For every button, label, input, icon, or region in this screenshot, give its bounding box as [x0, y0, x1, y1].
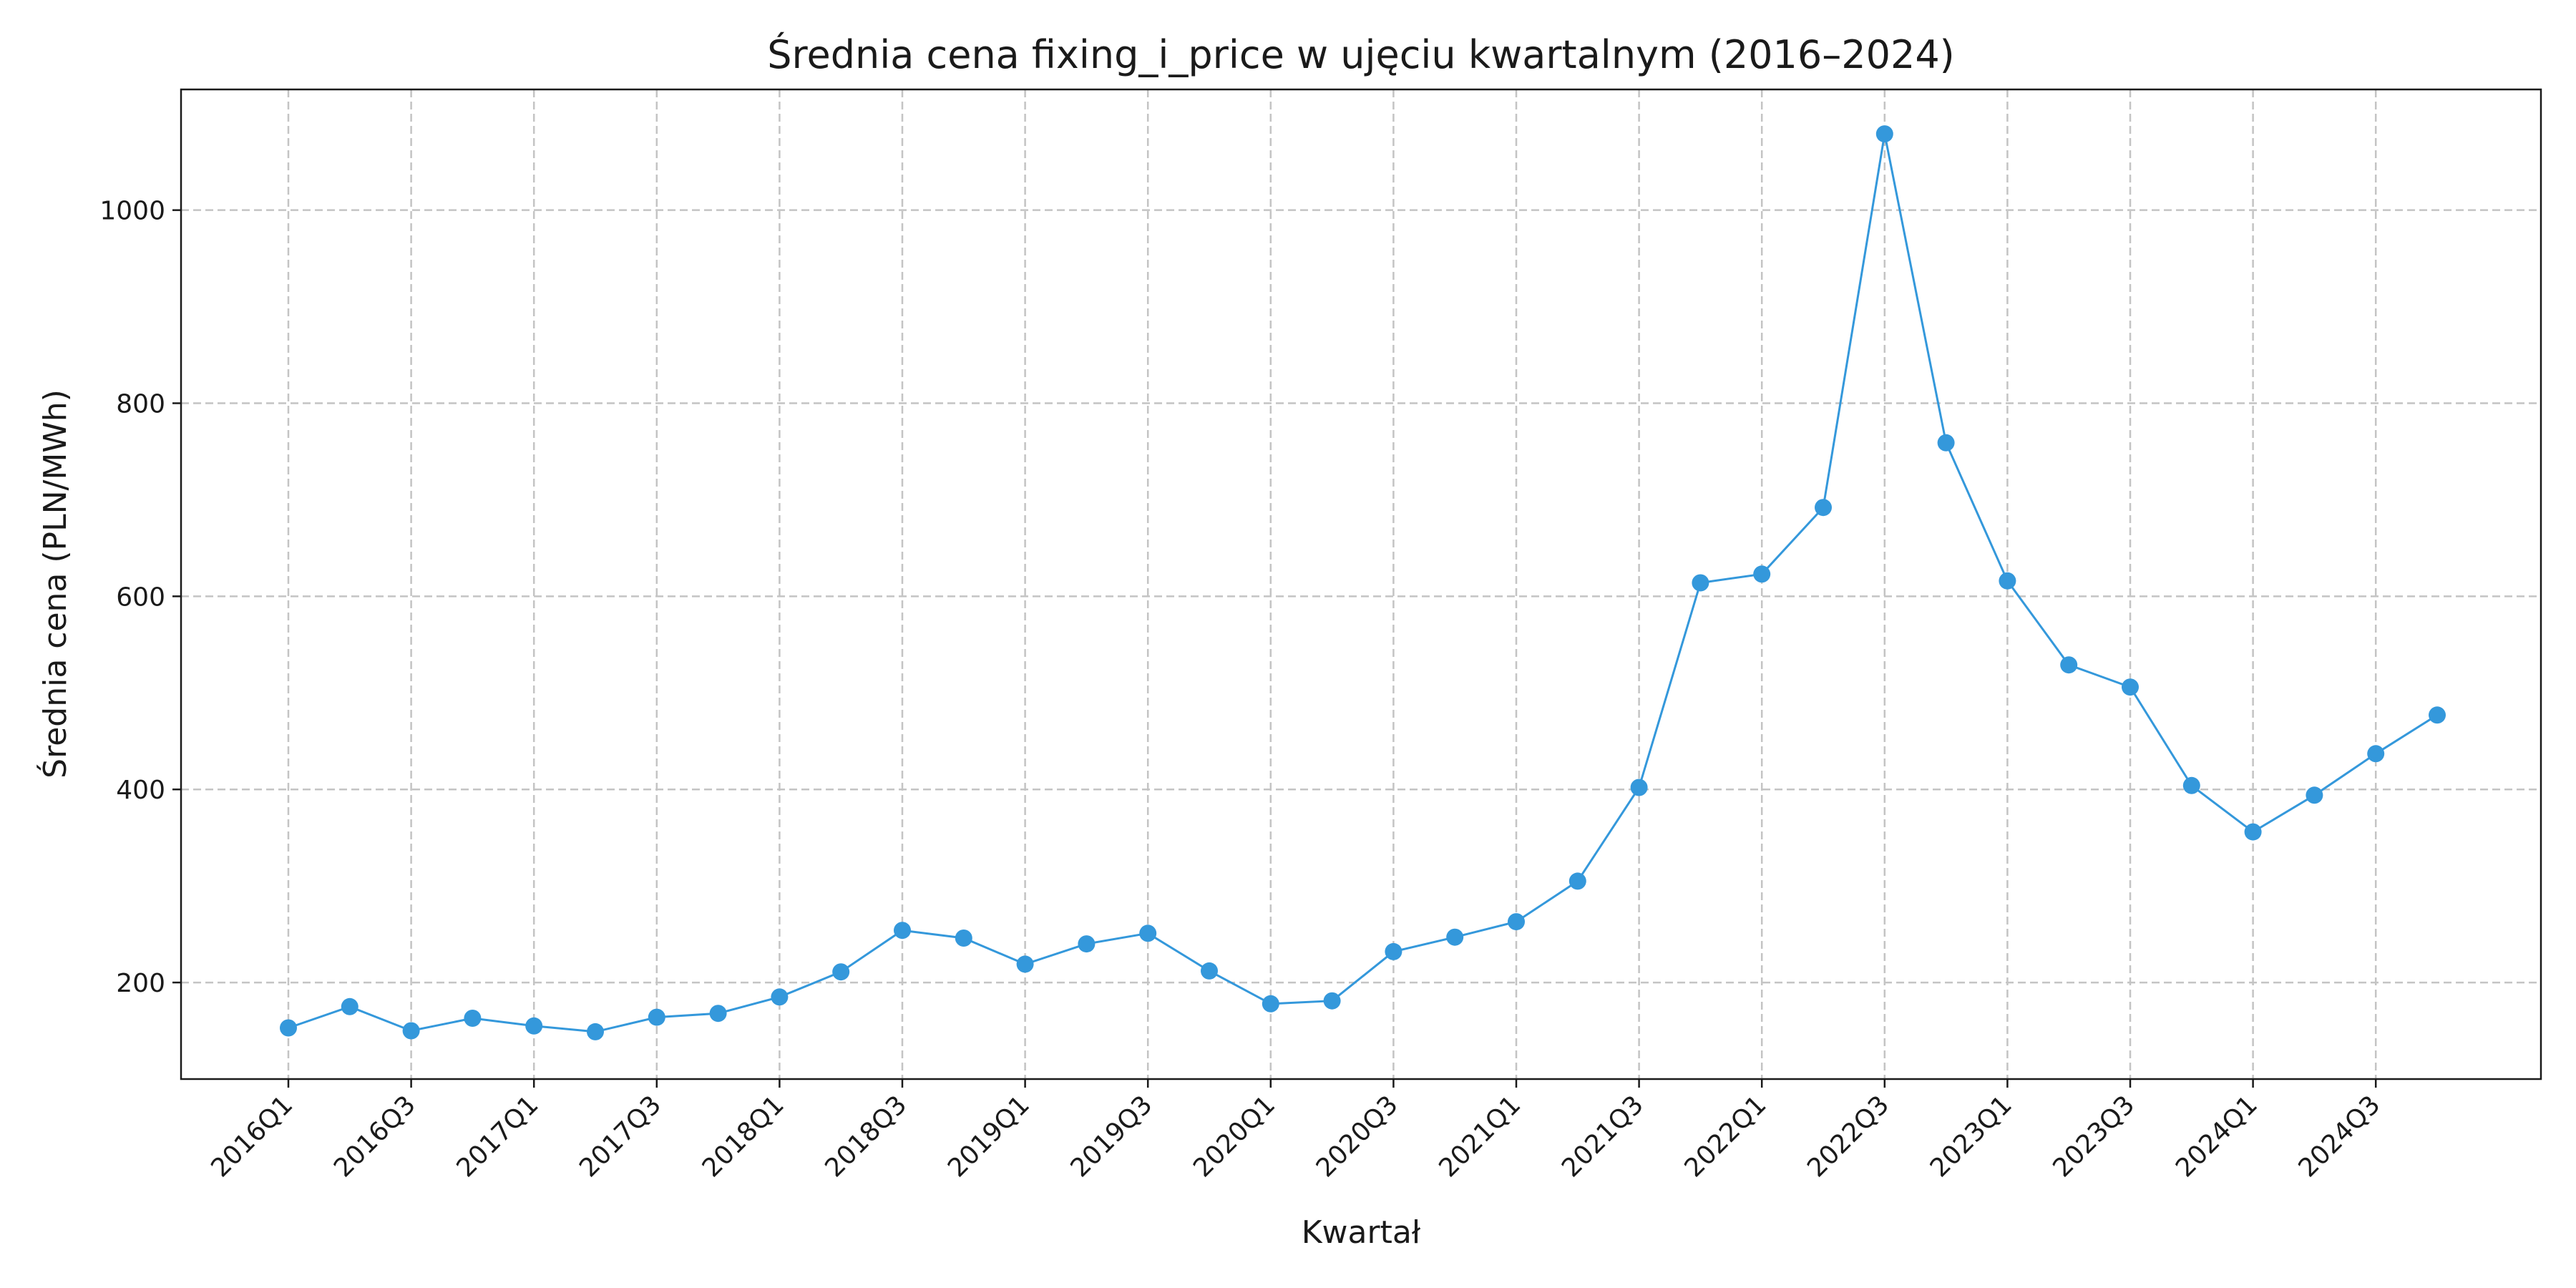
data-points	[280, 125, 2446, 1040]
data-point	[1815, 499, 1832, 517]
data-point	[1568, 872, 1586, 890]
data-point	[1385, 942, 1402, 960]
data-point	[525, 1017, 543, 1035]
plot-frame	[180, 88, 2542, 1080]
data-point	[955, 930, 972, 947]
x-tick-label: 2020Q1	[1188, 1090, 1281, 1183]
data-point	[2060, 656, 2078, 674]
data-point	[1630, 779, 1648, 796]
data-point	[2244, 823, 2262, 841]
data-point	[832, 963, 850, 981]
x-tick-label: 2024Q1	[2170, 1090, 2263, 1183]
data-point	[1446, 928, 1464, 946]
x-tick-label: 2023Q3	[2047, 1090, 2140, 1183]
y-tick-label: 1000	[99, 197, 165, 226]
series-line	[288, 133, 2438, 1033]
data-point	[1016, 955, 1034, 973]
x-tick-label: 2022Q3	[1802, 1090, 1895, 1183]
data-point	[1139, 924, 1157, 942]
data-point	[1999, 572, 2016, 590]
y-tick-label: 400	[116, 776, 165, 805]
grid	[181, 89, 2541, 1079]
data-point	[2367, 745, 2385, 763]
data-point	[280, 1019, 297, 1037]
data-point	[341, 997, 358, 1015]
data-point	[402, 1022, 420, 1040]
x-tick-label: 2022Q1	[1679, 1090, 1772, 1183]
x-tick-label: 2016Q1	[205, 1090, 298, 1183]
x-tick-label: 2016Q3	[328, 1090, 421, 1183]
x-tick-label: 2023Q1	[1925, 1090, 2018, 1183]
data-point	[464, 1010, 482, 1027]
data-point	[1323, 992, 1341, 1010]
data-point	[1508, 913, 1525, 931]
data-point	[587, 1023, 604, 1040]
data-point	[2429, 706, 2446, 724]
x-axis: 2016Q1 2016Q3 2017Q1 2017Q3 2018Q1 2018Q3 2019…	[205, 1079, 2386, 1183]
x-tick-label: 2020Q3	[1311, 1090, 1404, 1183]
x-tick-label: 2018Q3	[819, 1090, 912, 1183]
data-point	[709, 1005, 727, 1023]
data-point	[2306, 786, 2323, 804]
x-tick-label: 2021Q1	[1433, 1090, 1526, 1183]
data-point	[2122, 678, 2139, 696]
x-tick-label: 2018Q1	[697, 1090, 790, 1183]
data-point	[648, 1008, 665, 1026]
data-point	[1262, 995, 1279, 1013]
y-tick-label: 600	[116, 582, 165, 612]
y-axis: 200 400 600 800 1000	[99, 197, 181, 998]
x-tick-label: 2019Q3	[1065, 1090, 1158, 1183]
data-point	[1078, 935, 1096, 953]
chart-title: Średnia cena fixing_i_price w ujęciu kwa…	[767, 32, 1955, 77]
y-tick-label: 800	[116, 390, 165, 419]
x-tick-label: 2017Q3	[574, 1090, 667, 1183]
data-point	[1201, 962, 1218, 980]
data-point	[1753, 565, 1771, 583]
x-tick-label: 2017Q1	[452, 1090, 545, 1183]
data-point	[2182, 776, 2200, 794]
data-point	[1937, 434, 1955, 452]
y-tick-label: 200	[116, 969, 165, 998]
y-axis-label: Średnia cena (PLN/MWh)	[36, 389, 74, 779]
x-tick-label: 2024Q3	[2293, 1090, 2386, 1183]
x-tick-label: 2019Q1	[942, 1090, 1035, 1183]
data-point	[771, 988, 789, 1006]
x-tick-label: 2021Q3	[1556, 1090, 1649, 1183]
data-point	[1875, 125, 1893, 143]
x-axis-label: Kwartał	[1302, 1214, 1421, 1251]
data-point	[1692, 574, 1709, 592]
data-point	[894, 922, 911, 940]
